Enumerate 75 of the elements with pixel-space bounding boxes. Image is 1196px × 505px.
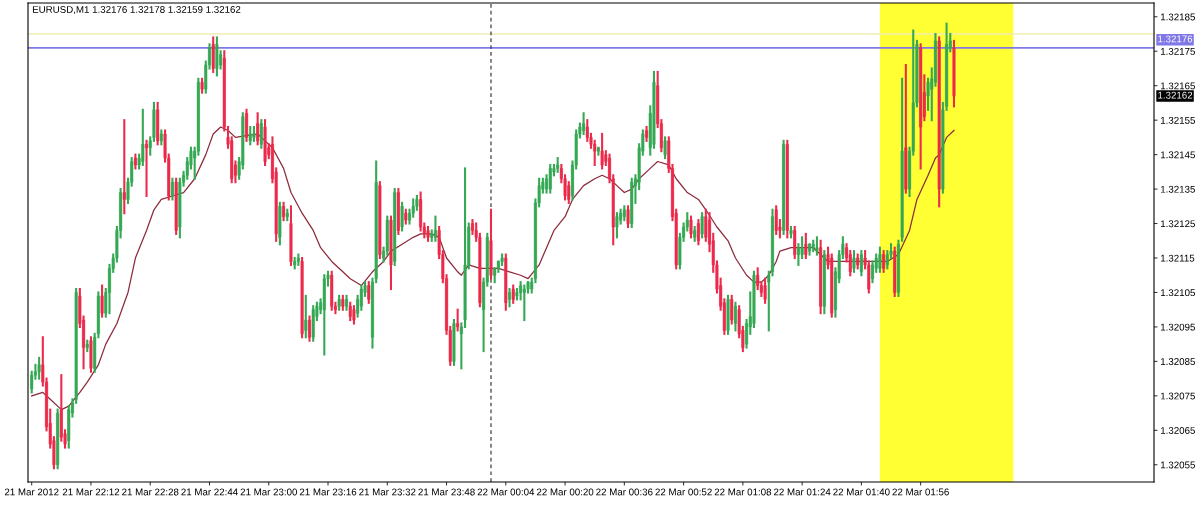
candlestick [256, 112, 260, 146]
x-tick-label: 22 Mar 00:36 [596, 488, 653, 496]
candlestick [400, 201, 404, 232]
x-tick-label: 21 Mar 22:12 [62, 488, 120, 496]
x-tick-label: 21 Mar 23:32 [359, 488, 416, 496]
chart-title: EURUSD,M1 1.32176 1.32178 1.32159 1.32162 [32, 6, 241, 15]
y-tick-label: 1.32165 [1160, 82, 1195, 90]
candlestick [37, 356, 41, 380]
candlestick [774, 205, 778, 235]
y-tick-label: 1.32185 [1160, 13, 1195, 21]
x-tick-label: 22 Mar 00:04 [477, 488, 535, 496]
candlestick [700, 212, 704, 239]
candlestick [859, 250, 863, 277]
candlestick [100, 284, 104, 318]
candlestick [367, 281, 371, 304]
candlestick [582, 112, 586, 135]
candlestick [456, 308, 460, 332]
candlestick [170, 177, 174, 201]
candlestick [730, 294, 734, 325]
y-tick-label: 1.32115 [1160, 254, 1195, 262]
candlestick [626, 205, 630, 229]
x-tick-label: 21 Mar 2012 [4, 488, 59, 496]
candlestick [289, 205, 293, 266]
y-tick-label: 1.32105 [1160, 289, 1195, 297]
x-tick-label: 22 Mar 01:56 [892, 488, 949, 496]
candlestick [322, 274, 326, 356]
candlestick [952, 39, 956, 108]
candlestick [508, 287, 512, 308]
candlestick [615, 212, 619, 239]
candlestick [696, 219, 700, 246]
candlestick [804, 232, 808, 260]
x-tick-label: 22 Mar 01:08 [714, 488, 772, 496]
candlestick [878, 246, 882, 273]
annotation: 1.32162 [1158, 91, 1193, 99]
candlestick [389, 215, 393, 291]
y-tick-label: 1.32095 [1160, 323, 1195, 331]
y-tick-label: 1.32145 [1160, 151, 1195, 159]
ref-line-label: 1.32176 [1158, 35, 1193, 43]
x-tick-label: 22 Mar 00:52 [655, 488, 712, 496]
x-tick-label: 21 Mar 23:48 [418, 488, 475, 496]
candlestick [548, 163, 552, 194]
x-tick-label: 21 Mar 23:16 [299, 488, 357, 496]
candlestick [763, 277, 767, 304]
candlestick [689, 215, 693, 239]
x-tick-label: 21 Mar 23:00 [240, 488, 298, 496]
candlestick [800, 236, 804, 260]
candlestick [789, 225, 793, 239]
x-tick-label: 21 Mar 22:44 [181, 488, 238, 496]
x-tick-label: 21 Mar 22:28 [122, 488, 179, 496]
candlestick [145, 139, 149, 198]
candlestick [663, 136, 667, 160]
y-tick-label: 1.32085 [1160, 358, 1195, 366]
y-tick-label: 1.32065 [1160, 427, 1195, 434]
candlestick [852, 250, 856, 273]
candlestick [308, 315, 311, 342]
y-tick-label: 1.32055 [1160, 461, 1195, 469]
candlestick [733, 301, 737, 332]
y-tick-label: 1.32175 [1160, 47, 1195, 55]
candlestick [600, 132, 604, 170]
candlestick [796, 243, 800, 266]
y-tick-label: 1.32125 [1160, 220, 1195, 228]
y-tick-label: 1.32135 [1160, 185, 1195, 193]
candlestick [522, 284, 526, 322]
y-tick-label: 1.32155 [1160, 116, 1195, 124]
candlestick [489, 208, 493, 280]
x-tick-label: 22 Mar 00:20 [536, 488, 594, 496]
candlestick [141, 108, 145, 166]
candlestick [433, 215, 437, 242]
candlestick [304, 294, 308, 339]
x-tick-label: 22 Mar 01:24 [773, 488, 831, 496]
y-tick-label: 1.32075 [1160, 392, 1195, 400]
candlestick [259, 119, 263, 149]
candlestick [882, 250, 886, 273]
x-tick-label: 22 Mar 01:40 [833, 488, 890, 496]
candlestick [122, 119, 126, 215]
